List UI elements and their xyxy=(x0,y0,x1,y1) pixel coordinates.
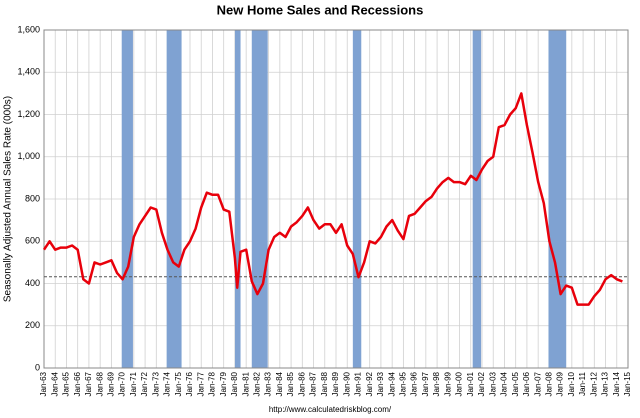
x-tick-label: Jan-82 xyxy=(252,371,261,396)
source: http://www.calculatedriskblog.com/ xyxy=(269,405,392,414)
x-tick-label: Jan-88 xyxy=(320,371,329,396)
x-tick-label: Jan-64 xyxy=(50,371,59,396)
x-tick-label: Jan-09 xyxy=(556,371,565,396)
x-tick-label: Jan-80 xyxy=(230,371,239,396)
recession-band xyxy=(166,30,182,368)
y-tick-label: 1,000 xyxy=(17,151,40,161)
x-tick-label: Jan-81 xyxy=(241,371,250,396)
x-tick-label: Jan-97 xyxy=(421,371,430,396)
x-tick-label: Jan-15 xyxy=(623,371,632,396)
x-tick-label: Jan-89 xyxy=(331,371,340,396)
y-tick-label: 600 xyxy=(25,236,40,246)
x-tick-label: Jan-93 xyxy=(376,371,385,396)
x-tick-label: Jan-04 xyxy=(500,371,509,396)
x-tick-label: Jan-86 xyxy=(297,371,306,396)
x-tick-label: Jan-66 xyxy=(73,371,82,396)
x-tick-label: Jan-90 xyxy=(342,371,351,396)
x-tick-label: Jan-77 xyxy=(196,371,205,396)
x-tick-label: Jan-10 xyxy=(567,371,576,396)
x-tick-label: Jan-99 xyxy=(443,371,452,396)
x-tick-label: Jan-84 xyxy=(275,371,284,396)
x-tick-label: Jan-12 xyxy=(589,371,598,396)
x-tick-label: Jan-75 xyxy=(174,371,183,396)
x-tick-label: Jan-14 xyxy=(612,371,621,396)
x-tick-label: Jan-63 xyxy=(39,371,48,396)
x-tick-label: Jan-13 xyxy=(601,371,610,396)
x-tick-label: Jan-95 xyxy=(398,371,407,396)
x-tick-label: Jan-01 xyxy=(466,371,475,396)
x-tick-label: Jan-87 xyxy=(309,371,318,396)
y-tick-label: 1,400 xyxy=(17,67,40,77)
x-tick-label: Jan-98 xyxy=(432,371,441,396)
recession-band xyxy=(251,30,268,368)
y-tick-label: 800 xyxy=(25,193,40,203)
x-tick-label: Jan-94 xyxy=(387,371,396,396)
recession-band xyxy=(121,30,133,368)
x-tick-label: Jan-85 xyxy=(286,371,295,396)
plot-frame xyxy=(43,29,629,369)
x-tick-label: Jan-00 xyxy=(455,371,464,396)
data-line xyxy=(42,92,623,306)
x-tick-label: Jan-65 xyxy=(62,371,71,396)
x-tick-label: Jan-67 xyxy=(84,371,93,396)
x-tick-label: Jan-69 xyxy=(106,371,115,396)
recession-band xyxy=(352,30,362,368)
recession-band xyxy=(548,30,567,368)
x-tick-label: Jan-92 xyxy=(365,371,374,396)
x-tick-label: Jan-83 xyxy=(264,371,273,396)
x-tick-label: Jan-05 xyxy=(511,371,520,396)
y-axis-label: Seasonally Adjusted Annual Sales Rate (0… xyxy=(3,96,14,302)
y-tick-label: 1,200 xyxy=(17,109,40,119)
y-tick-label: 200 xyxy=(25,320,40,330)
x-tick-label: Jan-07 xyxy=(533,371,542,396)
x-tick-label: Jan-96 xyxy=(410,371,419,396)
recession-band xyxy=(472,30,482,368)
x-tick-label: Jan-68 xyxy=(95,371,104,396)
x-tick-label: Jan-72 xyxy=(140,371,149,396)
x-tick-label: Jan-71 xyxy=(129,371,138,396)
x-tick-label: Jan-79 xyxy=(219,371,228,396)
x-tick-label: Jan-11 xyxy=(578,371,587,395)
x-tick-label: Jan-08 xyxy=(544,371,553,396)
y-tick-label: 400 xyxy=(25,278,40,288)
x-tick-label: Jan-78 xyxy=(208,371,217,396)
y-tick-label: 0 xyxy=(35,362,40,372)
x-tick-label: Jan-91 xyxy=(354,371,363,396)
x-tick-label: Jan-73 xyxy=(151,371,160,396)
x-tick-label: Jan-02 xyxy=(477,371,486,396)
x-tick-label: Jan-03 xyxy=(488,371,497,396)
recession-band xyxy=(234,30,241,368)
chart-title: New Home Sales and Recessions xyxy=(217,2,424,17)
x-tick-label: Jan-74 xyxy=(163,371,172,396)
x-tick-label: Jan-70 xyxy=(118,371,127,396)
x-tick-label: Jan-76 xyxy=(185,371,194,396)
y-tick-label: 1,600 xyxy=(17,24,40,34)
x-tick-label: Jan-06 xyxy=(522,371,531,396)
